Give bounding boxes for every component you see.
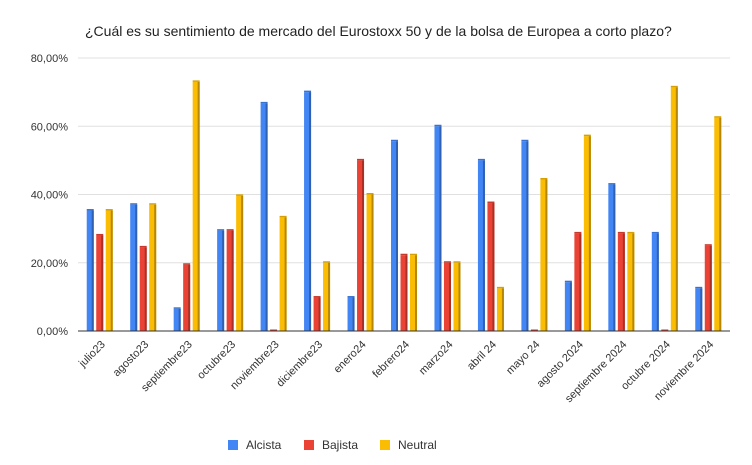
bar-neutral (105, 209, 113, 331)
bar-alcista (521, 139, 529, 331)
y-tick-label: 80,00% (31, 53, 69, 65)
bar-alcista (86, 209, 94, 331)
legend-item-neutral: Neutral (380, 438, 437, 452)
legend-swatch (304, 440, 314, 450)
bar-neutral (410, 253, 417, 331)
bar-neutral (236, 194, 244, 331)
bar-neutral (192, 80, 200, 331)
y-tick-label: 40,00% (31, 190, 69, 202)
legend-label: Neutral (398, 438, 437, 452)
legend-label: Alcista (246, 438, 282, 452)
chart-title: ¿Cuál es su sentimiento de mercado del E… (85, 23, 672, 39)
x-tick-label: mayo 24 (504, 339, 542, 377)
y-tick-label: 60,00% (31, 121, 69, 133)
bar-alcista (217, 229, 225, 331)
bar-alcista (434, 124, 442, 331)
bar-neutral (366, 193, 374, 331)
bar-bajista (443, 261, 451, 331)
y-tick-label: 0,00% (37, 326, 68, 338)
bar-bajista (139, 245, 147, 331)
bars (86, 80, 722, 331)
bar-bajista (704, 244, 712, 331)
bar-alcista (608, 183, 616, 331)
x-tick-label: julio23 (76, 339, 108, 371)
x-tick-label: agosto23 (111, 339, 151, 379)
legend: Alcista Bajista Neutral (228, 438, 437, 452)
y-axis-ticks: 0,00% 20,00% 40,00% 60,00% 80,00% (31, 53, 69, 338)
bar-bajista (400, 253, 408, 331)
x-tick-label: febrero24 (370, 339, 412, 381)
x-tick-label: abril 24 (465, 339, 499, 373)
legend-swatch (228, 440, 238, 450)
bar-neutral (453, 261, 461, 331)
bar-bajista (96, 233, 104, 331)
bar-alcista (347, 296, 355, 331)
bar-alcista (477, 158, 485, 331)
bar-neutral (583, 134, 591, 331)
bar-alcista (173, 307, 181, 331)
bar-neutral (496, 286, 504, 331)
bar-bajista (617, 231, 625, 331)
bar-neutral (279, 215, 287, 331)
bar-neutral (670, 85, 678, 331)
bar-bajista (226, 229, 234, 331)
legend-swatch (380, 440, 390, 450)
bar-alcista (695, 286, 703, 331)
legend-item-bajista: Bajista (304, 438, 358, 452)
bar-bajista (183, 263, 191, 331)
bar-bajista (357, 158, 365, 331)
bar-alcista (651, 231, 659, 331)
x-tick-label: octubre23 (195, 339, 238, 382)
bar-alcista (304, 90, 312, 331)
bar-bajista (313, 296, 321, 331)
bar-neutral (323, 261, 331, 331)
bar-neutral (540, 177, 548, 331)
bar-neutral (627, 231, 635, 331)
bar-bajista (661, 329, 669, 331)
bar-bajista (270, 329, 278, 331)
bar-alcista (564, 280, 572, 331)
bar-neutral (149, 203, 157, 331)
bar-bajista (487, 201, 495, 331)
bar-alcista (391, 139, 398, 331)
bar-neutral (714, 116, 722, 331)
y-tick-label: 20,00% (31, 258, 69, 270)
bar-bajista (530, 329, 538, 331)
legend-item-alcista: Alcista (228, 438, 282, 452)
x-tick-label: marzo24 (417, 339, 456, 378)
bar-alcista (130, 203, 138, 331)
bar-alcista (260, 101, 268, 331)
x-tick-label: diciembre23 (274, 339, 325, 390)
bar-bajista (574, 231, 582, 331)
legend-label: Bajista (322, 438, 358, 452)
x-tick-label: enero24 (332, 339, 369, 376)
